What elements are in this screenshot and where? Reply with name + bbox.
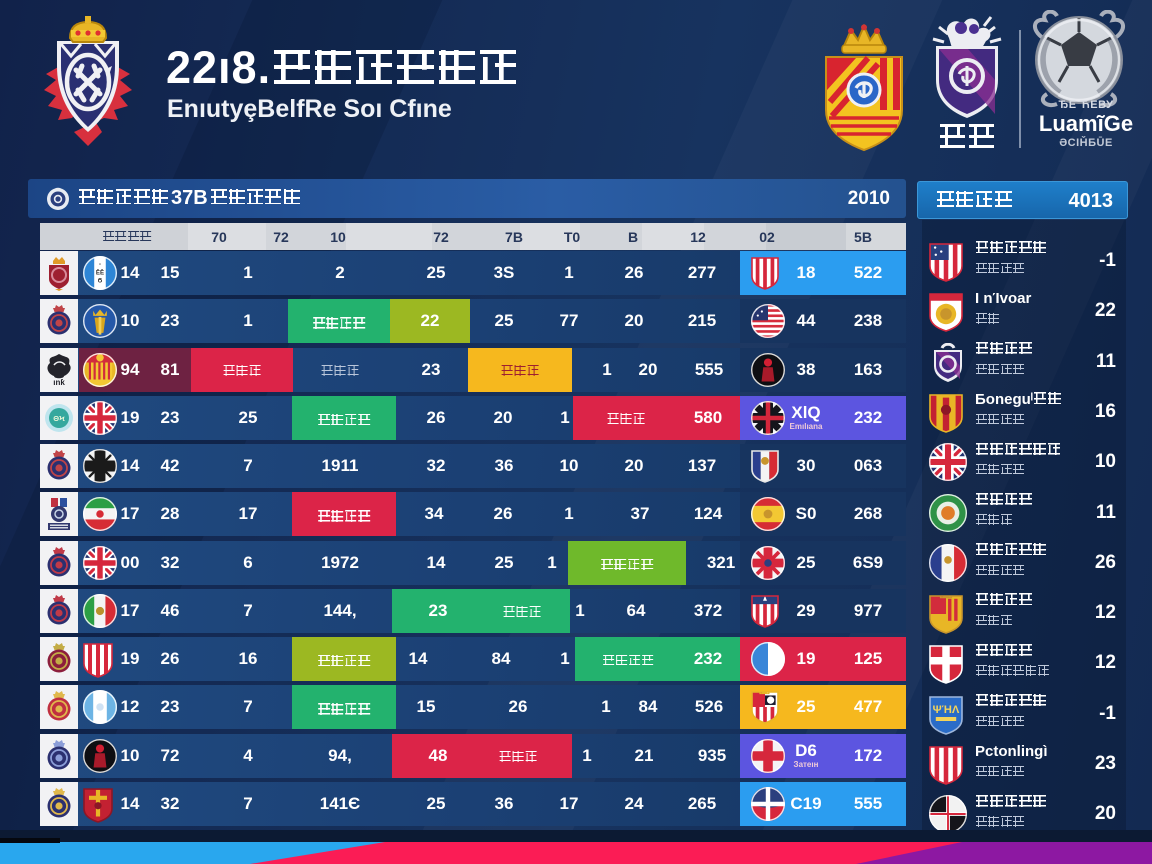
- svg-text:ᵔ: ᵔ: [99, 263, 102, 269]
- svg-text:Ϭ: Ϭ: [98, 278, 103, 285]
- svg-text:ınƙ: ınƙ: [53, 378, 65, 387]
- svg-text:ĒĒ: ĒĒ: [96, 270, 104, 277]
- svg-text:ΘϞ: ΘϞ: [53, 414, 65, 423]
- svg-text:ΨΉΛ: ΨΉΛ: [933, 704, 960, 716]
